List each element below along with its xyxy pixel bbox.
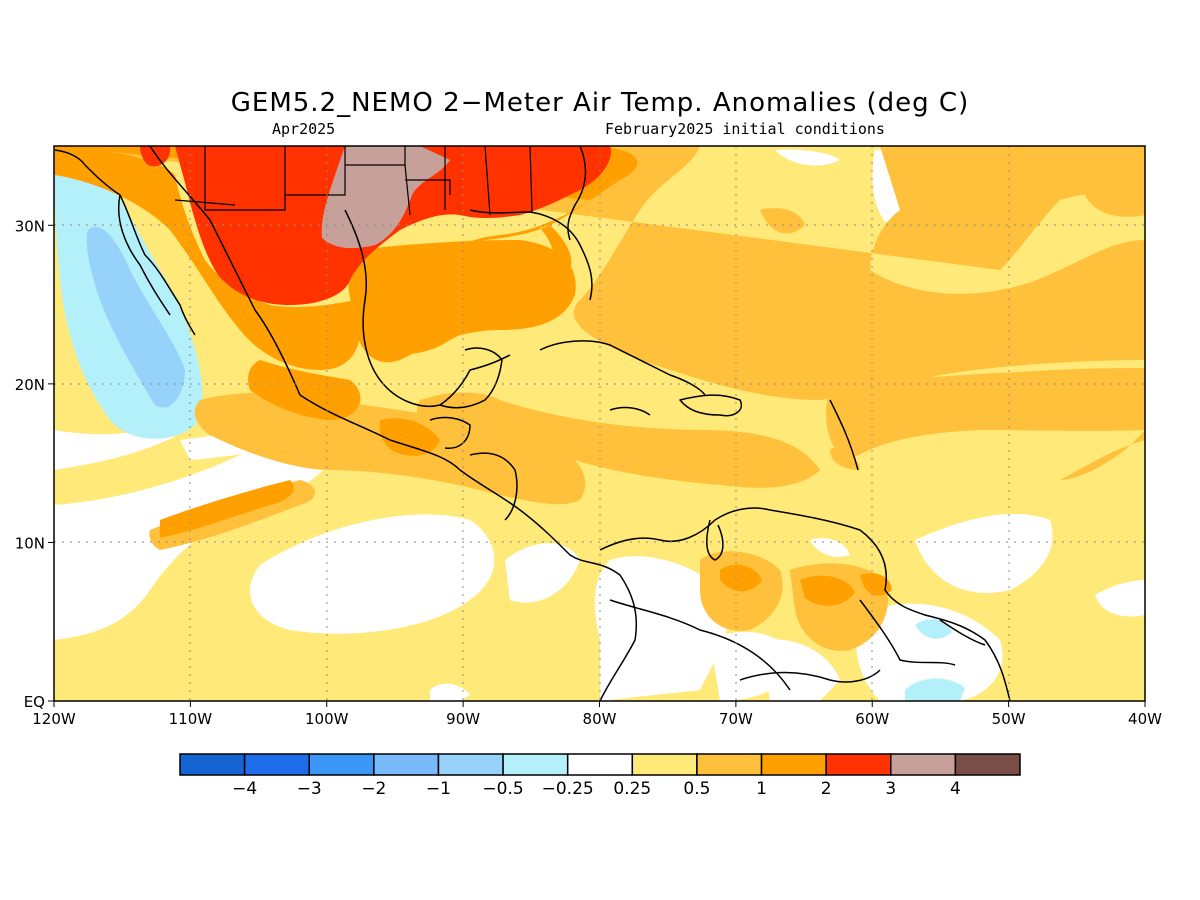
- anomaly-field-negative: [54, 146, 965, 701]
- lat-tick-label: 20N: [15, 376, 45, 394]
- colorbar-swatch: [696, 753, 763, 776]
- lon-tick-label: 60W: [855, 710, 889, 728]
- colorbar-swatch: [243, 753, 310, 776]
- colorbar-swatch: [566, 753, 634, 776]
- colorbar-swatch: [825, 753, 892, 776]
- lon-tick-label: 40W: [1128, 710, 1162, 728]
- map-area: [54, 146, 1145, 701]
- lon-tick-label: 110W: [169, 710, 213, 728]
- colorbar-swatch: [308, 753, 375, 776]
- lon-tick-label: 70W: [719, 710, 753, 728]
- colorbar-swatch: [179, 753, 246, 776]
- colorbar-swatch: [954, 753, 1021, 776]
- valid-month: Apr2025: [272, 120, 335, 138]
- colorbar-label: 0.5: [683, 779, 710, 799]
- colorbar-label: −0.25: [542, 779, 594, 799]
- colorbar-label: −2: [361, 779, 386, 799]
- map-title: GEM5.2_NEMO 2−Meter Air Temp. Anomalies …: [231, 88, 969, 118]
- colorbar-swatch: [437, 753, 504, 776]
- colorbar: −4 −3 −2 −1 −0.5 −0.25 0.25 0.5 1 2 3 4: [179, 753, 1021, 799]
- colorbar-label: 2: [821, 779, 832, 799]
- colorbar-label: −1: [426, 779, 451, 799]
- colorbar-swatch: [890, 753, 957, 776]
- anomaly-field-3-4: [321, 146, 450, 249]
- colorbar-label: −3: [297, 779, 322, 799]
- lon-tick-label: 80W: [583, 710, 617, 728]
- colorbar-label: 1: [756, 779, 767, 799]
- colorbar-label: 0.25: [613, 779, 651, 799]
- lat-tick-label: 10N: [15, 534, 45, 552]
- state-borders: [174, 146, 533, 216]
- lon-tick-label: 50W: [992, 710, 1026, 728]
- lat-tick-label: 30N: [15, 217, 45, 235]
- coastlines: [54, 146, 1011, 701]
- longitude-axis: 120W 110W 100W 90W 80W 70W 60W 50W 40W: [32, 701, 1162, 728]
- colorbar-label: 3: [885, 779, 896, 799]
- lon-tick-label: 100W: [305, 710, 349, 728]
- gridlines: [54, 146, 1145, 701]
- latitude-axis: EQ 10N 20N 30N: [15, 217, 54, 711]
- lon-tick-label: 90W: [446, 710, 480, 728]
- colorbar-label: −4: [232, 779, 257, 799]
- colorbar-swatch: [760, 753, 827, 776]
- lon-tick-label: 120W: [32, 710, 76, 728]
- initial-conditions-label: February2025 initial conditions: [605, 120, 885, 138]
- colorbar-swatch: [373, 753, 440, 776]
- lat-tick-label: EQ: [24, 693, 45, 711]
- colorbar-swatch: [502, 753, 569, 776]
- colorbar-label: 4: [950, 779, 961, 799]
- colorbar-label: −0.5: [482, 779, 523, 799]
- colorbar-swatch: [631, 753, 698, 776]
